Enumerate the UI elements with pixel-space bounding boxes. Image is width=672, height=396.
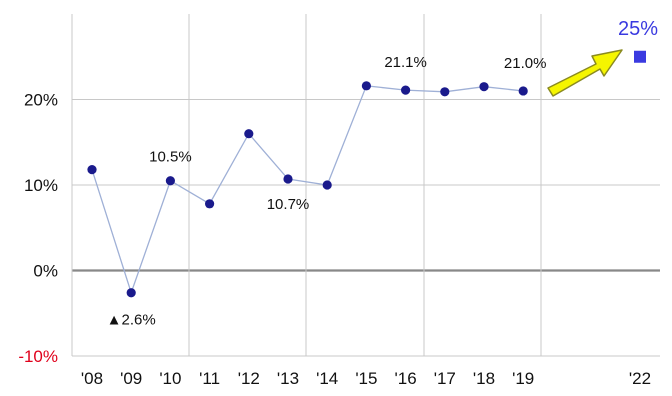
x-tick-label: '18 bbox=[473, 369, 495, 388]
data-label: 10.7% bbox=[267, 196, 310, 213]
y-tick-label: -10% bbox=[18, 347, 58, 366]
data-point bbox=[322, 180, 332, 190]
x-axis-ticks: '08 '09 '10 '11 '12 '13 '14 '15 '16 '17 '18 '19 '22 bbox=[81, 369, 651, 388]
x-tick-label: '16 bbox=[395, 369, 417, 388]
data-labels: ▲2.6% 10.5% 10.7% 21.1% 21.0% bbox=[107, 54, 547, 329]
target-marker: 25% bbox=[618, 18, 658, 63]
target-label: 25% bbox=[618, 18, 658, 40]
x-tick-label: '11 bbox=[199, 369, 220, 388]
data-point bbox=[126, 288, 136, 298]
y-axis-ticks: -10% 0% 10% 20% bbox=[18, 91, 58, 367]
x-tick-label: '10 bbox=[159, 369, 181, 388]
series-line bbox=[91, 85, 524, 295]
data-point bbox=[165, 176, 175, 186]
data-point bbox=[244, 129, 254, 139]
arrow-shape bbox=[547, 49, 623, 97]
data-point bbox=[479, 82, 489, 92]
x-tick-label: '08 bbox=[81, 369, 103, 388]
growth-arrow-icon bbox=[547, 49, 623, 97]
x-tick-label: '14 bbox=[316, 369, 338, 388]
grid-lines bbox=[71, 14, 660, 357]
y-tick-label: 20% bbox=[24, 91, 58, 110]
y-tick-label: 0% bbox=[33, 262, 58, 281]
x-tick-label: '13 bbox=[277, 369, 299, 388]
data-point bbox=[361, 81, 371, 91]
data-label: ▲2.6% bbox=[107, 312, 156, 329]
x-tick-label: '15 bbox=[355, 369, 377, 388]
data-point bbox=[401, 85, 411, 95]
target-point bbox=[634, 50, 646, 63]
data-point bbox=[205, 199, 215, 209]
data-label: 21.1% bbox=[384, 54, 427, 71]
data-label: 10.5% bbox=[149, 149, 192, 166]
x-tick-label: '12 bbox=[238, 369, 260, 388]
x-tick-label: '09 bbox=[120, 369, 142, 388]
data-point bbox=[518, 86, 528, 96]
data-point bbox=[440, 87, 450, 97]
data-label: 21.0% bbox=[504, 55, 547, 72]
data-point bbox=[283, 174, 293, 184]
data-points bbox=[87, 81, 528, 298]
x-tick-label: '17 bbox=[434, 369, 456, 388]
y-tick-label: 10% bbox=[24, 176, 58, 195]
x-tick-label: '19 bbox=[512, 369, 534, 388]
x-tick-label: '22 bbox=[629, 369, 651, 388]
data-point bbox=[87, 165, 97, 175]
